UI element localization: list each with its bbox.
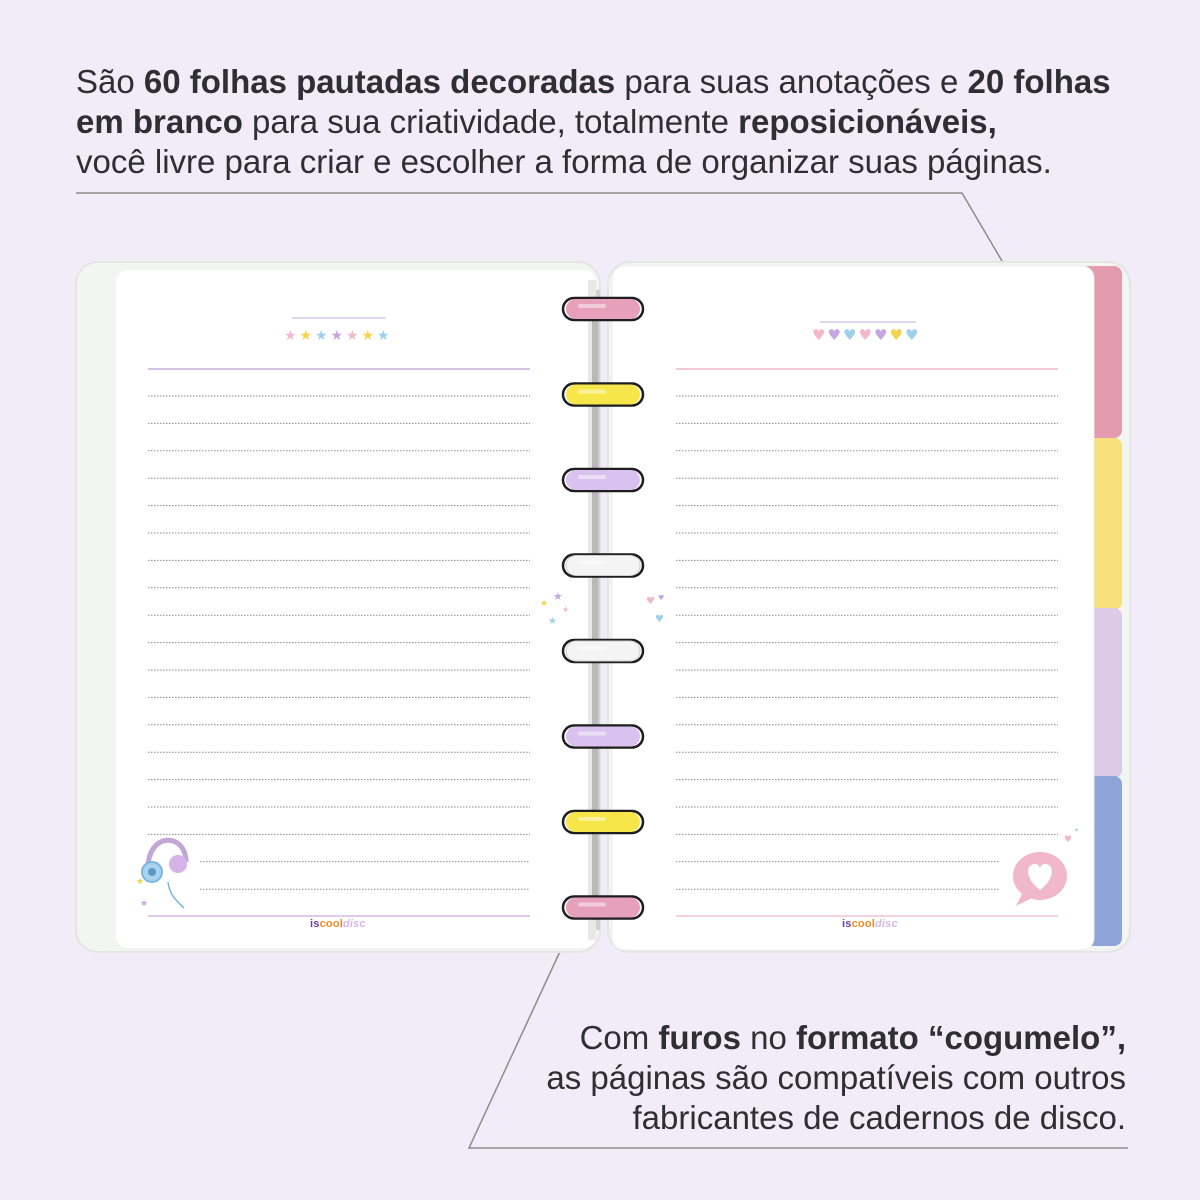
svg-text:♥: ♥ [1064, 835, 1072, 845]
binding-discs [561, 296, 645, 920]
top-caption: São 60 folhas pautadas decoradas para su… [76, 62, 1156, 182]
binding-disc-white [561, 553, 645, 578]
svg-text:♥: ♥ [905, 326, 918, 344]
logo-disc: disc [343, 918, 366, 930]
svg-text:♥: ♥ [874, 326, 887, 344]
logo-disc: disc [875, 918, 898, 930]
top-caption-line-2: em branco para sua criatividade, totalme… [76, 103, 997, 140]
bottom-caption-line-2: as páginas são compatíveis com outros [546, 1059, 1126, 1096]
svg-text:♥: ♥ [828, 326, 841, 344]
svg-text:★: ★ [331, 328, 344, 344]
spine-stars-icon: ★ ★ ★ ★ [540, 590, 569, 627]
svg-text:★: ★ [562, 605, 569, 614]
logo-cool: cool [851, 918, 875, 930]
logo-is: is [842, 918, 852, 930]
svg-text:★: ★ [315, 328, 328, 344]
bottom-callout-line [467, 931, 1128, 1149]
bottom-caption-line-1: Com furos no formato “cogumelo”, [579, 1019, 1126, 1056]
svg-text:♥: ♥ [812, 326, 825, 344]
headphones-icon: ★ ★ [136, 837, 189, 909]
spine-hearts-icon: ♥ ♥ ♥ [646, 594, 664, 625]
binding-disc-yellow [561, 809, 645, 835]
right-page-ruled-lines [676, 395, 1058, 890]
svg-text:★: ★ [284, 328, 297, 344]
svg-text:★: ★ [553, 590, 563, 603]
bottom-caption-line-3: fabricantes de cadernos de disco. [632, 1099, 1126, 1136]
right-page [611, 265, 1095, 951]
svg-text:♥: ♥ [655, 614, 664, 625]
svg-text:★: ★ [548, 616, 557, 627]
svg-text:♥: ♥ [890, 326, 903, 344]
binding-disc-pink [561, 296, 645, 322]
binding-disc-purple [561, 724, 645, 749]
svg-text:★: ★ [540, 599, 548, 609]
top-caption-line-3: você livre para criar e escolher a forma… [76, 143, 1052, 180]
svg-text:♥: ♥ [843, 326, 856, 344]
binding-disc-yellow [561, 382, 645, 407]
stars-icon: ★ ★ ★ ★ ★ ★ ★ [284, 317, 390, 344]
svg-text:★: ★ [362, 328, 375, 344]
binding-disc-pink [561, 895, 645, 920]
heart-speech-bubble-icon: ♥ ✦ [1013, 827, 1079, 906]
brand-logo-left: iscooldisc [310, 918, 366, 930]
svg-text:★: ★ [140, 899, 148, 909]
left-page-ruled-lines [148, 395, 530, 890]
svg-text:★: ★ [300, 328, 313, 344]
svg-text:♥: ♥ [646, 596, 655, 607]
left-page [116, 270, 596, 948]
logo-is: is [310, 918, 320, 930]
svg-text:♥: ♥ [658, 594, 664, 602]
logo-cool: cool [319, 918, 343, 930]
bottom-caption: Com furos no formato “cogumelo”, as pági… [426, 1018, 1126, 1138]
binding-disc-white [561, 638, 645, 664]
binding-disc-purple [561, 467, 645, 493]
top-caption-line-1: São 60 folhas pautadas decoradas para su… [76, 63, 1111, 100]
svg-text:★: ★ [346, 328, 359, 344]
hearts-icon: ♥ ♥ ♥ ♥ ♥ ♥ ♥ [812, 321, 918, 344]
svg-text:★: ★ [377, 328, 390, 344]
svg-text:★: ★ [136, 877, 144, 887]
svg-text:✦: ✦ [1074, 827, 1079, 834]
brand-logo-right: iscooldisc [842, 918, 898, 930]
svg-text:♥: ♥ [859, 326, 872, 344]
